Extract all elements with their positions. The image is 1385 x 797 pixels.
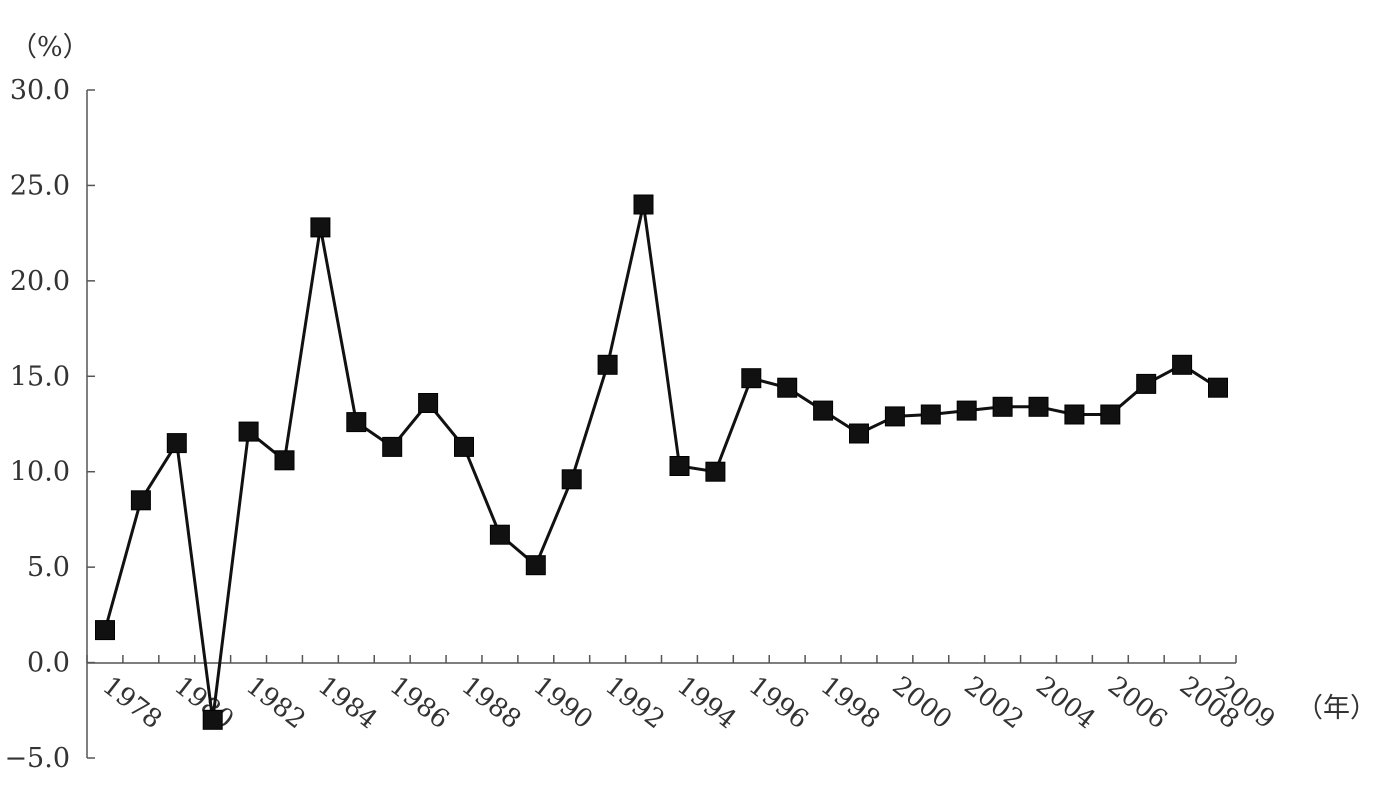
data-point-2007 <box>1136 373 1157 394</box>
data-point-1989 <box>489 524 510 545</box>
data-point-2005 <box>1064 404 1085 425</box>
data-point-2000 <box>884 406 905 427</box>
y-tick-label: 25.0 <box>10 170 70 201</box>
x-tick-label: 1984 <box>312 671 383 735</box>
data-point-1990 <box>525 555 546 576</box>
data-point-2004 <box>1028 396 1049 417</box>
data-point-1994 <box>669 456 690 476</box>
x-tick-label: 1992 <box>599 671 670 735</box>
data-point-2003 <box>992 396 1013 417</box>
data-point-2001 <box>920 404 941 425</box>
y-axis: 30.0 25.0 20.0 15.0 10.0 5.0 0.0 −5.0 <box>4 75 95 774</box>
data-point-1986 <box>382 436 403 457</box>
data-point-2006 <box>1100 404 1121 425</box>
x-tick-label: 1988 <box>456 671 527 735</box>
data-point-1981 <box>202 709 223 730</box>
x-tick-label: 2002 <box>958 671 1029 735</box>
y-tick-label: 0.0 <box>27 648 70 679</box>
x-tick-label: 1982 <box>240 671 311 735</box>
x-axis-unit-label: （年） <box>1296 693 1377 724</box>
x-tick-label: 1986 <box>384 671 455 735</box>
data-point-1993 <box>633 194 654 215</box>
x-tick-label: 2006 <box>1102 671 1173 735</box>
data-point-1988 <box>454 436 474 457</box>
data-point-1997 <box>777 377 798 398</box>
data-point-1996 <box>741 368 762 389</box>
y-tick-label: 10.0 <box>10 457 70 488</box>
data-point-2002 <box>956 400 977 421</box>
data-point-2008 <box>1172 354 1193 375</box>
x-tick-label: 1978 <box>97 671 168 735</box>
data-point-1980 <box>166 433 187 454</box>
data-point-2009 <box>1208 377 1228 398</box>
x-tick-label: 2004 <box>1030 671 1101 735</box>
y-tick-label: 20.0 <box>10 266 70 297</box>
data-point-1978 <box>95 620 115 641</box>
data-point-1983 <box>274 450 295 471</box>
series-line <box>103 203 1219 722</box>
data-point-1995 <box>705 461 726 482</box>
x-tick-label: 1990 <box>528 671 599 735</box>
x-tick-label: 1998 <box>815 671 886 735</box>
x-tick-label: 1996 <box>743 671 814 735</box>
x-tick-label: 2000 <box>887 671 958 735</box>
y-tick-label: 30.0 <box>10 75 70 106</box>
y-tick-label: 15.0 <box>10 361 70 392</box>
x-axis: 1978 1980 1982 1984 1986 1988 1990 1992 1994 1996… <box>86 655 1280 735</box>
data-point-1985 <box>346 412 367 433</box>
data-point-1999 <box>849 423 869 444</box>
data-point-1979 <box>130 490 151 511</box>
data-point-1987 <box>418 393 439 413</box>
y-axis-unit-label: （%） <box>10 32 90 63</box>
x-tick-label: 1994 <box>671 671 742 735</box>
y-tick-label: −5.0 <box>4 743 70 774</box>
data-point-1984 <box>310 217 331 238</box>
data-point-1998 <box>813 400 834 421</box>
data-point-1982 <box>238 421 259 442</box>
series-group <box>95 194 1228 730</box>
data-point-1992 <box>597 354 618 375</box>
y-tick-label: 5.0 <box>27 552 70 583</box>
data-point-1991 <box>561 469 582 490</box>
